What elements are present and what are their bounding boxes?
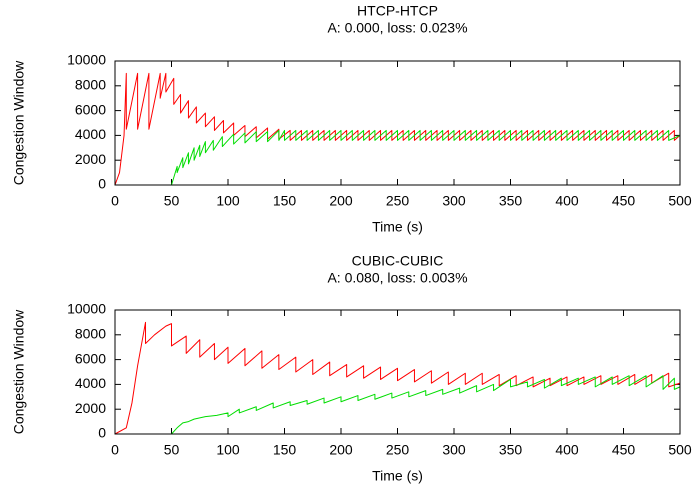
- line: [115, 375, 681, 435]
- y-axis-label: Congestion Window: [11, 60, 27, 185]
- y-axis-label: Congestion Window: [11, 309, 27, 434]
- chart-subtitle: A: 0.080, loss: 0.003%: [327, 270, 467, 286]
- x-tick-label: 100: [216, 193, 240, 209]
- y-tick-label: 10000: [67, 301, 106, 317]
- line: [114, 321, 681, 435]
- x-tick-label: 200: [329, 193, 353, 209]
- plot-frame: [114, 60, 681, 186]
- x-tick-label: 500: [668, 193, 692, 209]
- x-tick-label: 350: [499, 193, 523, 209]
- x-tick-label: 250: [386, 442, 410, 458]
- chart-title: HTCP-HTCP: [357, 3, 438, 19]
- x-tick-label: 400: [555, 193, 579, 209]
- y-tick-label: 6000: [75, 101, 106, 117]
- line: [114, 72, 681, 186]
- x-tick-label: 250: [386, 193, 410, 209]
- y-tick-label: 4000: [75, 375, 106, 391]
- x-tick-label: 350: [499, 442, 523, 458]
- x-tick-label: 200: [329, 442, 353, 458]
- y-tick-label: 0: [98, 176, 106, 192]
- line: [115, 129, 681, 186]
- y-tick-label: 6000: [75, 350, 106, 366]
- chart-title: CUBIC-CUBIC: [352, 253, 444, 269]
- x-tick-label: 50: [164, 442, 180, 458]
- x-tick-label: 300: [442, 442, 466, 458]
- x-tick-label: 150: [273, 442, 297, 458]
- x-tick-label: 50: [164, 193, 180, 209]
- y-tick-label: 2000: [75, 400, 106, 416]
- chart-subtitle: A: 0.000, loss: 0.023%: [327, 20, 467, 36]
- x-tick-label: 400: [555, 442, 579, 458]
- y-tick-label: 8000: [75, 326, 106, 342]
- x-tick-label: 450: [612, 442, 636, 458]
- y-tick-label: 0: [98, 425, 106, 441]
- x-tick-label: 0: [111, 442, 119, 458]
- y-tick-label: 8000: [75, 77, 106, 93]
- plot-frame: [114, 309, 681, 435]
- y-tick-label: 2000: [75, 151, 106, 167]
- x-tick-label: 300: [442, 193, 466, 209]
- x-axis-label: Time (s): [372, 468, 423, 484]
- x-tick-label: 500: [668, 442, 692, 458]
- y-tick-label: 4000: [75, 126, 106, 142]
- y-tick-label: 10000: [67, 52, 106, 68]
- x-tick-label: 100: [216, 442, 240, 458]
- x-tick-label: 150: [273, 193, 297, 209]
- x-axis-label: Time (s): [372, 219, 423, 235]
- x-tick-label: 450: [612, 193, 636, 209]
- x-tick-label: 0: [111, 193, 119, 209]
